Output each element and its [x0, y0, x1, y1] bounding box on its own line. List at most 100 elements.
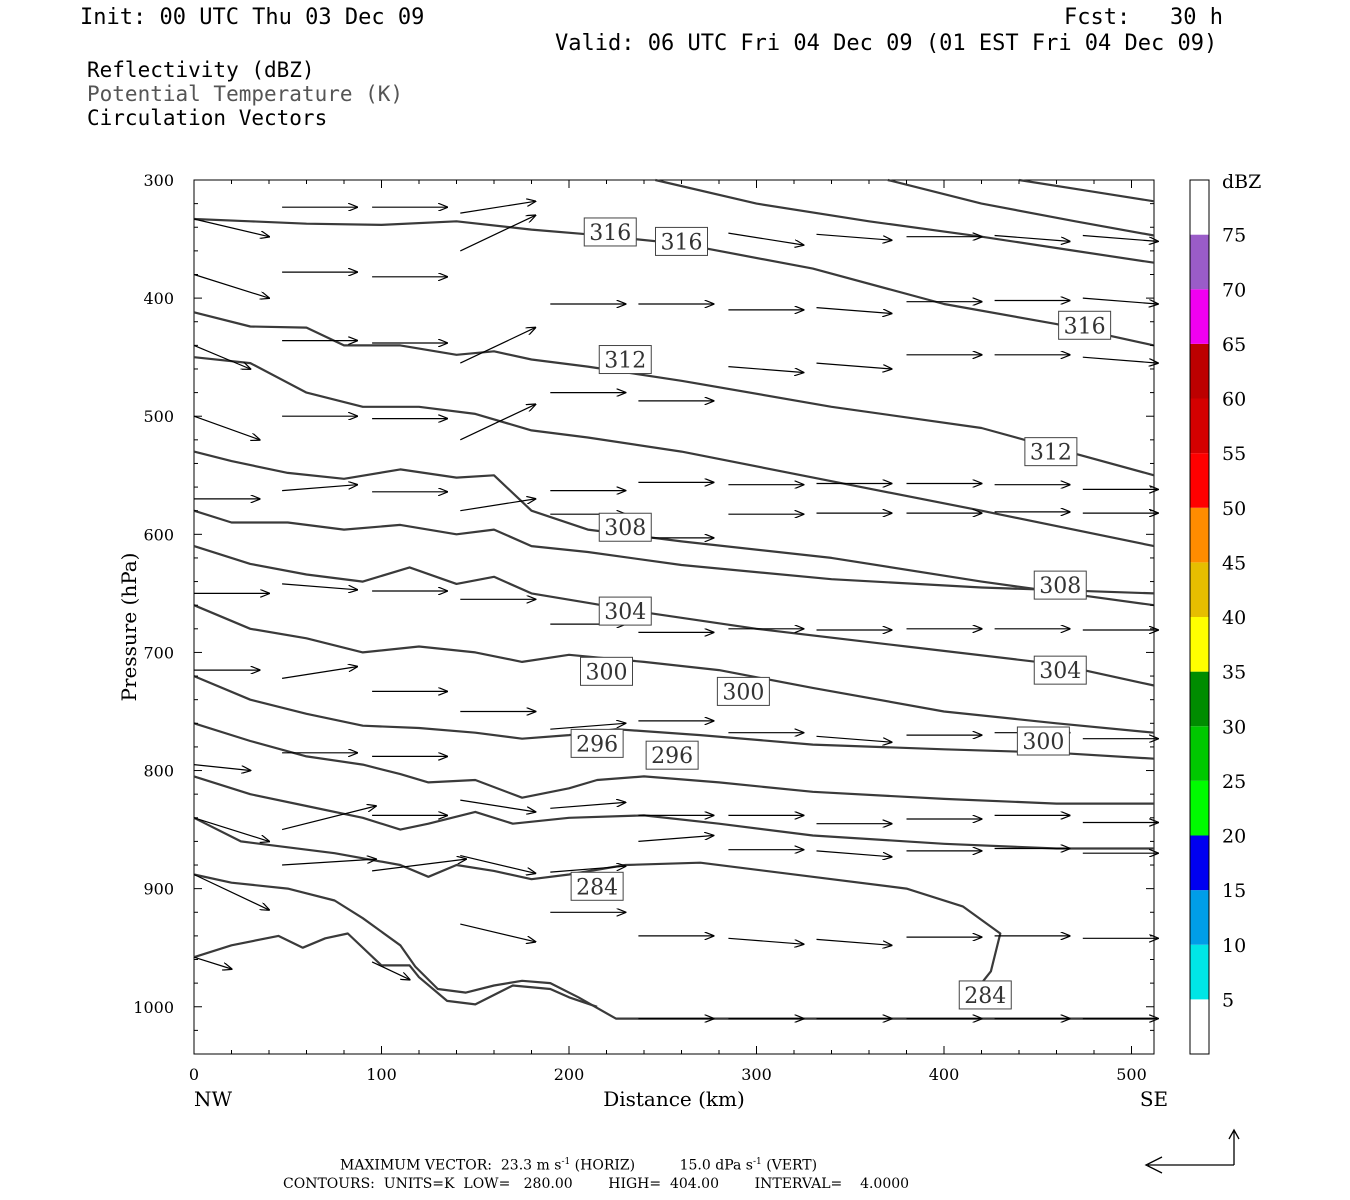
contour-label-box [598, 596, 652, 626]
contour-292 [193, 775, 1154, 850]
circulation-vector [372, 859, 466, 872]
contour-label-box [716, 676, 770, 706]
contour-label: 300 [586, 660, 628, 685]
dbz-colorbar: 5 10 15 20 25 30 35 40 45 50 55 60 65 70 75 dBZ [1189, 171, 1261, 1055]
colorbar-tick-label: 30 [1222, 716, 1246, 738]
x-tick-label: 200 [554, 1065, 585, 1084]
max-horiz-unit-exponent: -1 [561, 1157, 571, 1167]
contour-label-box [958, 980, 1012, 1010]
circulation-vector [994, 234, 1070, 242]
contour-label: 296 [576, 732, 618, 757]
colorbar-tick-label: 35 [1222, 662, 1246, 684]
circulation-vector [1082, 297, 1158, 304]
colorbar-tick-label: 50 [1222, 498, 1246, 520]
circulation-vector [816, 735, 892, 742]
circulation-vector [1082, 234, 1158, 242]
circulation-vector [193, 415, 260, 440]
contour-332 [655, 178, 1155, 264]
contour-284 [193, 873, 1154, 1020]
contour-labels: 316 316 316 312 312 308 308 304 304 300 300 300 296 2… [570, 217, 1112, 1010]
circulation-vector [193, 344, 250, 369]
contour-296 [193, 722, 1154, 805]
circulation-vector [193, 218, 269, 237]
colorbar-bin [1190, 234, 1209, 290]
colorbar-bin [1190, 671, 1209, 727]
x-tick-label: 500 [1116, 1065, 1147, 1084]
circulation-vector [638, 836, 713, 842]
circulation-vector [460, 201, 535, 214]
colorbar-tick-label: 60 [1222, 389, 1246, 411]
circulation-vector [371, 961, 410, 980]
contour-300 [193, 675, 1155, 760]
field-reflectivity: Reflectivity (dBZ) [87, 58, 315, 82]
horiz-tag: (HORIZ) [574, 1157, 636, 1174]
max-vert-value: 15.0 dPa s [679, 1157, 753, 1174]
y-axis-label: Pressure (hPa) [117, 553, 141, 702]
circulation-vector [816, 233, 892, 240]
circulation-vector [728, 937, 803, 944]
contour-label: 316 [1064, 314, 1106, 339]
contour-label-box [570, 728, 624, 758]
contour-label-box [598, 345, 652, 375]
colorbar-tick-label: 70 [1222, 279, 1246, 301]
contour-label: 316 [589, 221, 631, 246]
init-time: Init: 00 UTC Thu 03 Dec 09 [80, 5, 425, 30]
max-horiz-value: 23.3 m s [500, 1157, 562, 1174]
contour-284 [193, 932, 598, 1008]
colorbar-bin [1190, 726, 1209, 781]
circulation-vector [281, 806, 376, 831]
x-end-label-right: SE [1140, 1087, 1168, 1111]
colorbar-tick-label: 40 [1222, 607, 1246, 629]
contour-288 [193, 816, 1002, 1008]
contour-label-box [598, 512, 652, 542]
contour-304 [193, 604, 1155, 734]
valid-time: Valid: 06 UTC Fri 04 Dec 09 (01 EST Fri … [555, 31, 1218, 56]
colorbar-bin [1190, 890, 1209, 945]
x-tick-label: 300 [741, 1065, 772, 1084]
circulation-vector [460, 499, 535, 512]
contour-336 [887, 178, 1155, 237]
contour-label: 308 [1039, 574, 1081, 599]
circulation-vector [282, 485, 357, 492]
circulation-vector [550, 866, 625, 873]
circulation-vector [816, 362, 892, 369]
contour-label-box [1033, 655, 1087, 685]
y-tick-label: 900 [143, 880, 174, 899]
plot-frame [193, 179, 1155, 1055]
y-tick-label: 500 [143, 407, 174, 426]
circulation-vector [816, 850, 892, 857]
contour-308 [193, 545, 1155, 687]
colorbar-bin [1190, 617, 1209, 672]
max-vert-unit-exponent: -1 [752, 1157, 762, 1167]
contour-label-box [645, 740, 699, 770]
x-tick-label: 0 [189, 1065, 199, 1084]
axes: 0 100 200 300 400 500 300 400 500 600 700 800 900 100… [117, 171, 1168, 1111]
colorbar-tick-label: 10 [1222, 935, 1246, 957]
contour-label-box [655, 226, 708, 256]
x-end-label-left: NW [194, 1087, 233, 1111]
circulation-vector [460, 923, 535, 942]
contour-label-box [583, 217, 637, 247]
circulation-vectors [193, 201, 1158, 1018]
colorbar-bin [1190, 343, 1209, 399]
contour-324 [193, 311, 1155, 477]
circulation-vector [460, 215, 535, 252]
x-tick-label: 400 [929, 1065, 960, 1084]
circulation-vector [550, 723, 625, 730]
circulation-vector [282, 859, 376, 866]
contour-label-box [1058, 310, 1112, 340]
contour-label-box [570, 871, 624, 901]
colorbar-bin [1190, 180, 1209, 235]
y-tick-label: 400 [143, 289, 174, 308]
contour-label: 300 [1022, 730, 1064, 755]
colorbar-tick-label: 65 [1222, 334, 1246, 356]
colorbar-bin [1190, 999, 1209, 1054]
circulation-vector [550, 802, 625, 809]
colorbar-tick-label: 20 [1222, 826, 1246, 848]
colorbar-bin [1190, 398, 1209, 454]
circulation-vector [460, 855, 535, 874]
contour-label-box [1024, 437, 1078, 467]
max-vector-line: MAXIMUM VECTOR: 23.3 m s-1 (HORIZ) 15.0 … [340, 1157, 817, 1174]
y-tick-label: 800 [143, 762, 174, 781]
